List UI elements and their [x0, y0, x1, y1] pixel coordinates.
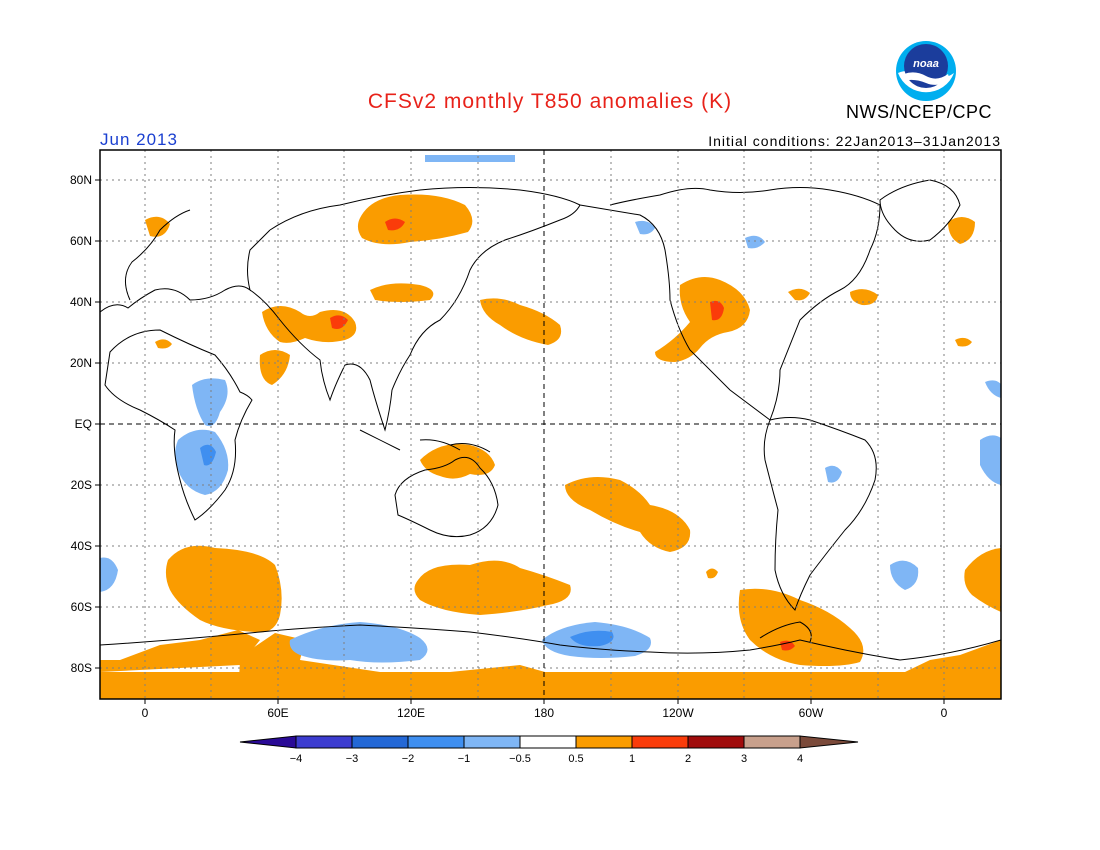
colorbar-swatch — [799, 735, 859, 749]
colorbar — [239, 735, 859, 749]
colorbar-swatch — [743, 735, 801, 749]
colorbar-swatch — [239, 735, 297, 749]
warm-anomaly-regions — [100, 194, 1001, 699]
colorbar-label: −3 — [346, 753, 359, 765]
forecast-month: Jun 2013 — [100, 130, 178, 149]
moderate-cool-anomaly-regions — [200, 444, 614, 647]
colorbar-label: −0.5 — [509, 753, 531, 765]
lat-label: EQ — [75, 417, 92, 431]
colorbar-label: 0.5 — [568, 753, 583, 765]
lat-label: 60N — [70, 234, 92, 248]
lat-label: 20S — [71, 478, 92, 492]
graticule — [100, 150, 1001, 699]
lon-label: 120E — [397, 706, 425, 720]
lat-label: 60S — [71, 600, 92, 614]
lon-label: 120W — [662, 706, 694, 720]
colorbar-label: −1 — [458, 753, 471, 765]
colorbar-swatch — [575, 735, 633, 749]
lat-label: 80S — [71, 661, 92, 675]
colorbar-swatch — [407, 735, 465, 749]
lat-label: 40S — [71, 539, 92, 553]
anomaly-shading — [100, 155, 1001, 699]
colorbar-label: 3 — [741, 753, 747, 765]
lat-label: 80N — [70, 173, 92, 187]
lon-label: 60W — [799, 706, 824, 720]
initial-conditions: Initial conditions: 22Jan2013–31Jan2013 — [708, 133, 1001, 149]
colorbar-label: 4 — [797, 753, 803, 765]
lat-label: 20N — [70, 356, 92, 370]
colorbar-label: 2 — [685, 753, 691, 765]
colorbar-swatch — [687, 735, 745, 749]
colorbar-label: 1 — [629, 753, 635, 765]
lon-label: 0 — [941, 706, 948, 720]
lon-label: 0 — [142, 706, 149, 720]
colorbar-swatch — [463, 735, 521, 749]
colorbar-swatch — [351, 735, 409, 749]
colorbar-label: −2 — [402, 753, 415, 765]
map-title: CFSv2 monthly T850 anomalies (K) — [367, 90, 733, 113]
lon-label: 180 — [534, 706, 554, 720]
equator-dateline — [100, 150, 1001, 699]
colorbar-label: −4 — [290, 753, 303, 765]
noaa-logo-text: noaa — [913, 58, 939, 70]
noaa-logo: noaa — [895, 40, 957, 102]
lat-label: 40N — [70, 295, 92, 309]
colorbar-swatch — [295, 735, 353, 749]
colorbar-swatch — [631, 735, 689, 749]
coastlines — [100, 179, 1001, 661]
axis-ticks — [95, 179, 945, 704]
agency-label: NWS/NCEP/CPC — [846, 102, 993, 122]
colorbar-swatch — [519, 735, 577, 749]
lon-label: 60E — [267, 706, 288, 720]
